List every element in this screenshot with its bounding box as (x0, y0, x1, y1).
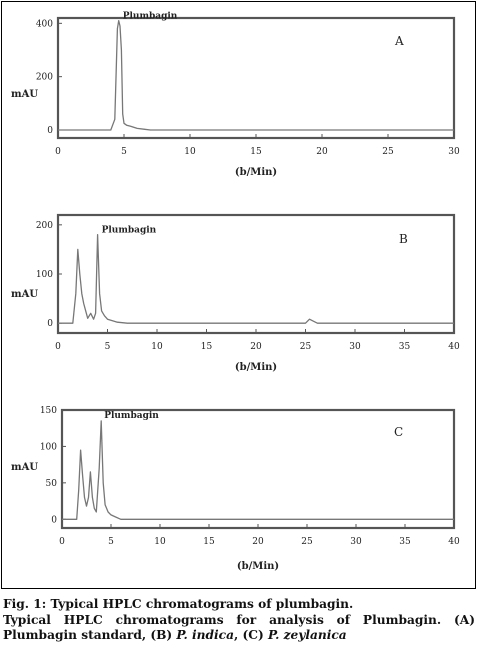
x-tick-label: 40 (448, 342, 460, 352)
panel-label: A (394, 34, 404, 48)
x-tick-label: 30 (350, 537, 362, 547)
panel-label: C (394, 425, 403, 439)
y-tick-label: 100 (36, 270, 53, 280)
y-axis-label: mAU (11, 289, 38, 300)
caption-species-b: P. indica (176, 628, 234, 642)
y-tick-label: 0 (47, 319, 53, 329)
x-tick-label: 0 (55, 147, 61, 157)
figure-caption-title: Fig. 1: Typical HPLC chromatograms of pl… (3, 597, 354, 611)
y-tick-label: 100 (40, 442, 57, 452)
panel-label: B (399, 232, 408, 246)
x-tick-label: 25 (301, 537, 313, 547)
chromatogram-trace (58, 234, 454, 324)
x-tick-label: 10 (184, 147, 196, 157)
x-tick-label: 40 (448, 537, 460, 547)
x-tick-label: 25 (300, 342, 312, 352)
x-tick-label: 20 (252, 537, 264, 547)
x-tick-label: 35 (399, 342, 411, 352)
x-tick-label: 5 (105, 342, 111, 352)
figure-caption-description: Typical HPLC chromatograms for analysis … (3, 613, 475, 643)
x-tick-label: 5 (121, 147, 127, 157)
y-tick-label: 0 (47, 126, 53, 136)
peak-label: Plumbagin (123, 12, 178, 22)
y-tick-label: 50 (46, 479, 58, 489)
chromatogram-trace (58, 20, 454, 131)
x-tick-label: 15 (201, 342, 213, 352)
y-axis-label: mAU (11, 89, 38, 100)
chromatogram-b: 0 5 10 15 20 25 30 35 40 0 100 200 mAU (b/Min) B Plumba… (11, 213, 460, 373)
chromatogram-a: 0 5 10 15 20 25 30 0 200 400 mAU (b/Min) A Plumbagin (11, 12, 460, 178)
peak-label: Plumbagin (104, 411, 159, 421)
x-axis-label: (b/Min) (237, 561, 279, 572)
x-tick-label: 15 (203, 537, 215, 547)
figure-frame (1, 1, 476, 589)
x-tick-label: 0 (59, 537, 65, 547)
y-tick-label: 200 (36, 73, 53, 83)
x-tick-label: 25 (382, 147, 394, 157)
x-tick-label: 30 (448, 147, 460, 157)
y-tick-label: 150 (40, 406, 57, 416)
x-tick-label: 20 (316, 147, 328, 157)
caption-text-a: Plumbagin standard, (B) (3, 628, 177, 642)
x-tick-label: 20 (250, 342, 262, 352)
x-tick-label: 15 (250, 147, 262, 157)
caption-species-c: P. zeylanica (267, 628, 347, 642)
chromatogram-trace (62, 420, 454, 520)
x-tick-label: 35 (399, 537, 411, 547)
x-axis-label: (b/Min) (235, 362, 277, 373)
x-tick-label: 0 (55, 342, 61, 352)
x-tick-label: 30 (349, 342, 361, 352)
caption-text-c: , (C) (234, 628, 268, 642)
x-tick-label: 10 (154, 537, 166, 547)
y-tick-label: 400 (36, 19, 53, 29)
y-axis-label: mAU (11, 462, 38, 473)
chromatogram-figure: 0 5 10 15 20 25 300200400mAU(b/Min)APlumbagin0… (11, 12, 460, 572)
caption-line-3: Plumbagin standard, (B) P. indica, (C) P… (3, 628, 475, 643)
x-tick-label: 5 (108, 537, 114, 547)
y-tick-label: 0 (51, 515, 57, 525)
x-tick-label: 10 (151, 342, 163, 352)
peak-label: Plumbagin (102, 226, 157, 236)
chromatogram-c: 0 5 10 15 20 25 30 35 40 0 50 100 150 mAU (b/Min) C Plum… (11, 406, 460, 572)
y-tick-label: 200 (36, 221, 53, 231)
x-axis-label: (b/Min) (235, 167, 277, 178)
caption-line-2: Typical HPLC chromatograms for analysis … (3, 613, 475, 627)
